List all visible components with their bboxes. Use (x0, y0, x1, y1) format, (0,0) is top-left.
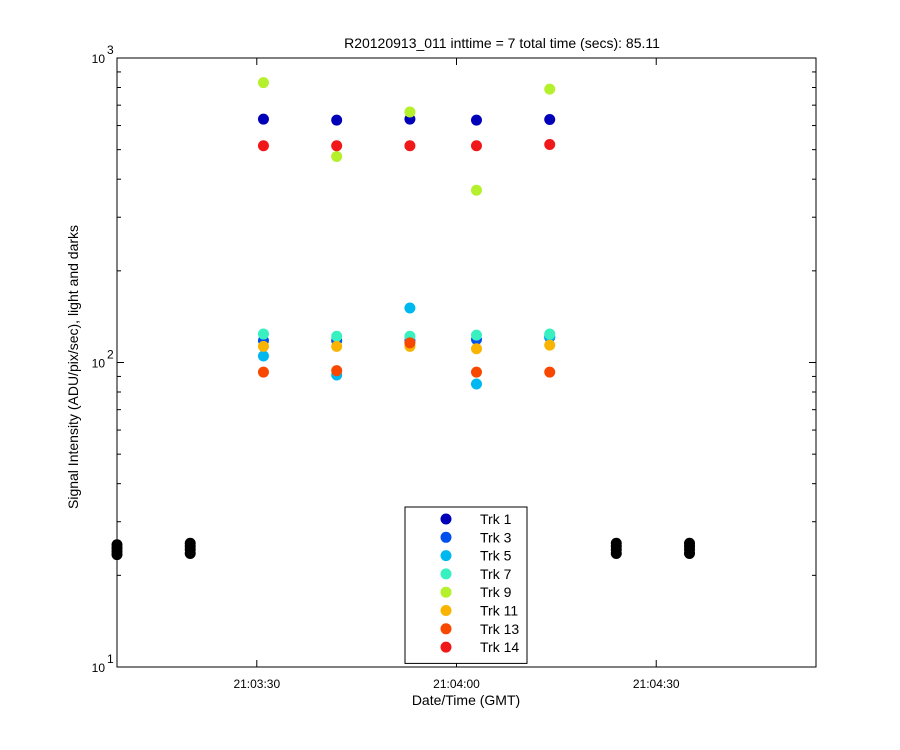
data-point (470, 366, 482, 378)
legend-label: Trk 13 (480, 621, 519, 637)
legend-label: Trk 14 (480, 639, 519, 655)
y-tick-exponent: 2 (107, 348, 114, 362)
dark-data-point (610, 537, 622, 549)
legend-marker (440, 605, 452, 616)
data-point (404, 140, 416, 152)
dark-data-point (111, 539, 123, 551)
legend-label: Trk 1 (480, 511, 512, 527)
legend-marker (440, 586, 452, 598)
legend-label: Trk 5 (480, 548, 512, 564)
legend-marker (440, 531, 452, 543)
data-point (331, 340, 343, 352)
x-tick-label: 21:04:30 (633, 677, 680, 691)
dark-data-point (184, 537, 196, 549)
y-tick-exponent: 3 (107, 43, 114, 57)
data-point (544, 366, 556, 378)
data-point (331, 365, 343, 377)
y-tick-exponent: 1 (107, 652, 114, 666)
data-point (257, 77, 269, 89)
legend-label: Trk 7 (480, 566, 512, 582)
legend-marker (440, 641, 452, 653)
data-point (257, 113, 269, 125)
data-point (470, 114, 482, 126)
legend-label: Trk 9 (480, 584, 512, 600)
data-point (257, 140, 269, 152)
data-point (404, 337, 416, 349)
legend-marker (440, 568, 452, 580)
chart-title: R20120913_011 inttime = 7 total time (se… (344, 35, 660, 51)
data-point (404, 302, 416, 314)
data-point (331, 114, 343, 126)
dark-data-point (684, 537, 696, 549)
data-point (470, 329, 482, 341)
data-point (470, 140, 482, 152)
data-point (544, 339, 556, 351)
legend-box (404, 506, 528, 664)
data-point (544, 114, 556, 126)
legend-marker (440, 513, 452, 525)
y-axis-title: Signal Intensity (ADU/pix/sec), light an… (65, 225, 81, 509)
data-point (331, 330, 343, 342)
data-point (544, 83, 556, 95)
y-tick-label: 10 (92, 52, 106, 66)
data-point (257, 328, 269, 340)
data-point (470, 378, 482, 390)
data-point (331, 140, 343, 152)
legend: Trk 1 Trk 3 Trk 5 Trk 7 Trk 9 Trk 11 Trk 13 Trk… (404, 506, 528, 664)
data-point (404, 106, 416, 118)
data-point (257, 350, 269, 362)
x-tick-label: 21:03:30 (233, 677, 280, 691)
legend-label: Trk 3 (480, 529, 512, 545)
data-point (257, 366, 269, 378)
x-tick-label: 21:04:00 (433, 677, 480, 691)
data-point (331, 150, 343, 162)
data-point (470, 184, 482, 196)
y-tick-label: 10 (92, 357, 106, 371)
legend-marker (440, 550, 452, 562)
data-point (544, 138, 556, 150)
legend-marker (440, 623, 452, 635)
data-point (470, 343, 482, 355)
data-point (544, 328, 556, 340)
data-point (257, 340, 269, 352)
legend-label: Trk 11 (480, 603, 518, 619)
x-axis-title: Date/Time (GMT) (412, 692, 520, 708)
y-tick-label: 10 (92, 661, 106, 675)
